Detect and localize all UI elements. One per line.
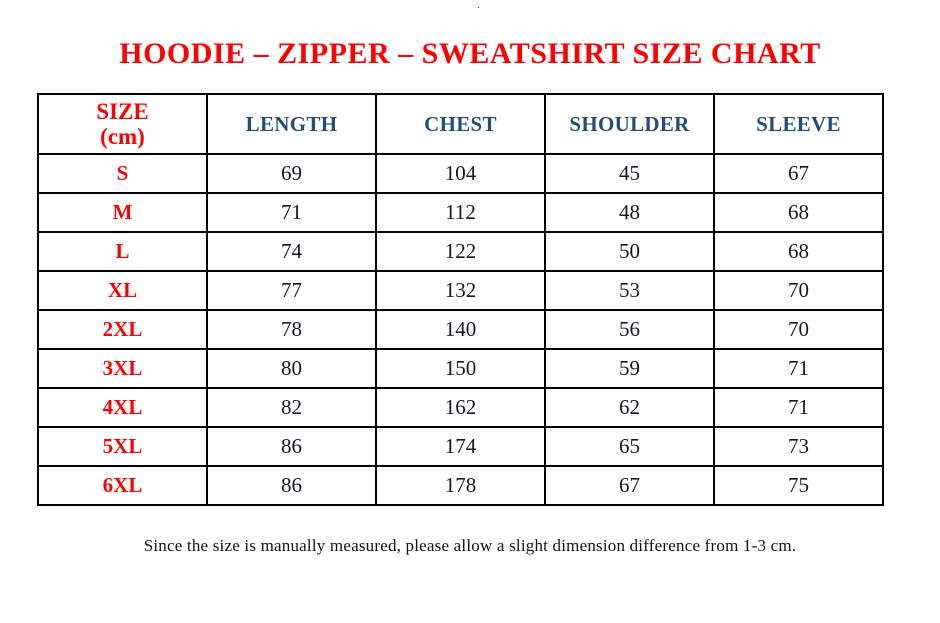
column-header-sleeve: SLEEVE — [713, 93, 884, 155]
chest-value: 162 — [375, 387, 546, 428]
length-value: 78 — [206, 309, 377, 350]
column-header-length: LENGTH — [206, 93, 377, 155]
shoulder-value: 59 — [544, 348, 715, 389]
size-label: 5XL — [37, 426, 208, 467]
table-row: M 71 112 48 68 — [37, 192, 884, 233]
shoulder-value: 62 — [544, 387, 715, 428]
chest-value: 140 — [375, 309, 546, 350]
sleeve-value: 70 — [713, 309, 884, 350]
column-header-chest: CHEST — [375, 93, 546, 155]
page-title: HOODIE – ZIPPER – SWEATSHIRT SIZE CHART — [119, 37, 821, 70]
sleeve-value: 67 — [713, 153, 884, 194]
chest-value: 178 — [375, 465, 546, 506]
table-row: 6XL 86 178 67 75 — [37, 465, 884, 506]
length-value: 77 — [206, 270, 377, 311]
column-header-shoulder: SHOULDER — [544, 93, 715, 155]
chest-value: 112 — [375, 192, 546, 233]
sleeve-value: 68 — [713, 231, 884, 272]
chest-value: 132 — [375, 270, 546, 311]
length-value: 86 — [206, 465, 377, 506]
size-chart-header: SIZE (cm) LENGTH CHEST SHOULDER SLEEVE — [37, 93, 884, 155]
stray-dot-mark: . — [477, 0, 480, 11]
sleeve-value: 71 — [713, 387, 884, 428]
sleeve-value: 71 — [713, 348, 884, 389]
shoulder-value: 45 — [544, 153, 715, 194]
size-chart-body: S 69 104 45 67 M 71 112 48 68 L 74 122 5… — [37, 153, 884, 506]
table-header-row: SIZE (cm) LENGTH CHEST SHOULDER SLEEVE — [37, 93, 884, 155]
size-label: 4XL — [37, 387, 208, 428]
length-value: 71 — [206, 192, 377, 233]
table-row: L 74 122 50 68 — [37, 231, 884, 272]
table-row: XL 77 132 53 70 — [37, 270, 884, 311]
size-label: S — [37, 153, 208, 194]
column-header-size: SIZE (cm) — [37, 93, 208, 155]
shoulder-value: 50 — [544, 231, 715, 272]
sleeve-value: 68 — [713, 192, 884, 233]
length-value: 74 — [206, 231, 377, 272]
size-label: XL — [37, 270, 208, 311]
table-row: 5XL 86 174 65 73 — [37, 426, 884, 467]
length-value: 69 — [206, 153, 377, 194]
length-value: 80 — [206, 348, 377, 389]
table-row: 3XL 80 150 59 71 — [37, 348, 884, 389]
measurement-disclaimer: Since the size is manually measured, ple… — [143, 536, 797, 555]
chest-value: 174 — [375, 426, 546, 467]
size-label: 3XL — [37, 348, 208, 389]
chest-value: 122 — [375, 231, 546, 272]
chest-value: 150 — [375, 348, 546, 389]
size-label: M — [37, 192, 208, 233]
sleeve-value: 70 — [713, 270, 884, 311]
size-label: 6XL — [37, 465, 208, 506]
sleeve-value: 75 — [713, 465, 884, 506]
size-label: L — [37, 231, 208, 272]
size-label: 2XL — [37, 309, 208, 350]
chest-value: 104 — [375, 153, 546, 194]
size-chart-table: SIZE (cm) LENGTH CHEST SHOULDER SLEEVE S… — [37, 93, 884, 506]
length-value: 86 — [206, 426, 377, 467]
table-row: 2XL 78 140 56 70 — [37, 309, 884, 350]
table-row: 4XL 82 162 62 71 — [37, 387, 884, 428]
shoulder-value: 56 — [544, 309, 715, 350]
table-row: S 69 104 45 67 — [37, 153, 884, 194]
sleeve-value: 73 — [713, 426, 884, 467]
shoulder-value: 65 — [544, 426, 715, 467]
shoulder-value: 48 — [544, 192, 715, 233]
length-value: 82 — [206, 387, 377, 428]
shoulder-value: 53 — [544, 270, 715, 311]
shoulder-value: 67 — [544, 465, 715, 506]
